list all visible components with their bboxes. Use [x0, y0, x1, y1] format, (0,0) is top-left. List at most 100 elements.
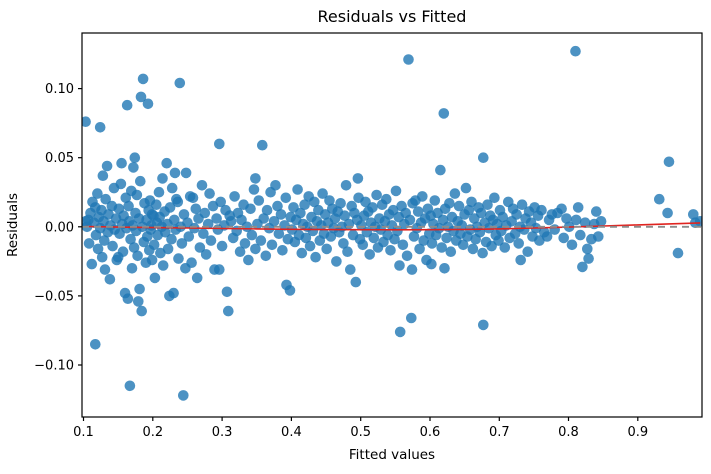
data-point: [561, 213, 572, 224]
data-point: [331, 256, 342, 267]
data-point: [94, 122, 106, 133]
data-point: [662, 207, 673, 219]
data-point: [397, 239, 409, 251]
data-point: [169, 214, 180, 226]
data-point: [457, 239, 469, 251]
data-point: [190, 203, 202, 215]
data-point: [83, 238, 95, 249]
axes-spines: [81, 32, 703, 418]
data-point: [357, 239, 369, 251]
data-point: [292, 184, 303, 195]
data-point: [438, 108, 450, 119]
data-point: [688, 209, 699, 220]
data-point: [96, 251, 108, 263]
data-point: [342, 246, 353, 257]
data-point: [389, 233, 400, 245]
data-point: [205, 235, 217, 246]
data-point: [570, 214, 582, 226]
data-point: [99, 235, 110, 246]
data-point: [272, 200, 283, 212]
data-point: [90, 339, 101, 350]
x-tick-label: 0.7: [489, 425, 510, 440]
data-point: [253, 195, 265, 206]
data-point: [368, 232, 380, 244]
data-point: [135, 175, 146, 187]
data-point: [125, 233, 136, 245]
data-point: [92, 188, 103, 199]
scatter-points: [82, 45, 702, 401]
data-point: [121, 99, 133, 111]
data-point: [214, 264, 225, 275]
data-point: [467, 243, 479, 255]
data-point: [100, 193, 111, 205]
data-point: [199, 207, 211, 219]
y-tick-label: 0.10: [45, 82, 74, 97]
data-point: [270, 180, 281, 191]
data-point: [478, 152, 489, 163]
data-point: [654, 193, 665, 205]
data-point: [570, 45, 581, 57]
data-point: [299, 199, 310, 210]
data-point: [187, 192, 199, 204]
data-point: [572, 202, 584, 213]
plot-area: 0.1 0.2 0.3 0.4 0.5 0.6 0.7 0.8 0.9 −0.10 −0.05 0.0…: [34, 45, 702, 440]
data-point: [255, 235, 267, 246]
data-point: [194, 242, 206, 253]
data-point: [513, 238, 524, 249]
data-point: [417, 191, 428, 202]
data-point: [151, 199, 162, 210]
data-point: [694, 216, 702, 227]
data-point: [463, 204, 475, 216]
data-point: [243, 254, 254, 266]
data-point: [180, 167, 192, 179]
data-point: [300, 232, 312, 244]
data-point: [406, 264, 418, 275]
data-point: [246, 229, 258, 241]
data-point: [321, 243, 333, 255]
data-point: [136, 305, 147, 317]
data-point: [295, 207, 306, 219]
data-point: [394, 260, 405, 271]
data-point: [245, 203, 256, 215]
data-point: [591, 206, 602, 217]
data-point: [482, 199, 493, 210]
data-point: [456, 220, 468, 231]
data-point: [132, 250, 143, 262]
data-point: [280, 192, 292, 204]
data-point: [511, 209, 522, 220]
data-point: [128, 162, 139, 173]
x-tick-label: 0.3: [212, 425, 233, 440]
data-point: [229, 191, 240, 202]
data-point: [663, 156, 675, 168]
data-point: [137, 73, 149, 85]
data-point: [296, 247, 308, 259]
y-tick-label: 0.05: [45, 151, 74, 166]
data-point: [339, 210, 351, 221]
data-point: [239, 238, 251, 249]
data-point: [477, 247, 488, 259]
data-point: [169, 167, 181, 179]
data-point: [478, 319, 489, 331]
data-point: [260, 250, 272, 262]
data-point: [142, 98, 154, 110]
data-point: [204, 188, 215, 199]
data-point: [582, 243, 593, 255]
data-point: [160, 227, 171, 238]
data-point: [579, 217, 591, 228]
data-point: [176, 238, 188, 249]
data-point: [426, 258, 437, 270]
data-point: [211, 213, 222, 224]
data-point: [126, 263, 138, 274]
data-point: [453, 200, 465, 212]
data-point: [268, 216, 280, 227]
data-point: [317, 188, 328, 199]
data-point: [234, 246, 246, 257]
data-point: [307, 225, 319, 237]
y-tick-label: −0.05: [34, 289, 74, 304]
data-point: [124, 380, 136, 392]
data-point: [515, 254, 526, 266]
data-point: [352, 173, 364, 184]
data-point: [403, 54, 414, 65]
data-point: [277, 245, 288, 256]
data-point: [435, 164, 446, 176]
